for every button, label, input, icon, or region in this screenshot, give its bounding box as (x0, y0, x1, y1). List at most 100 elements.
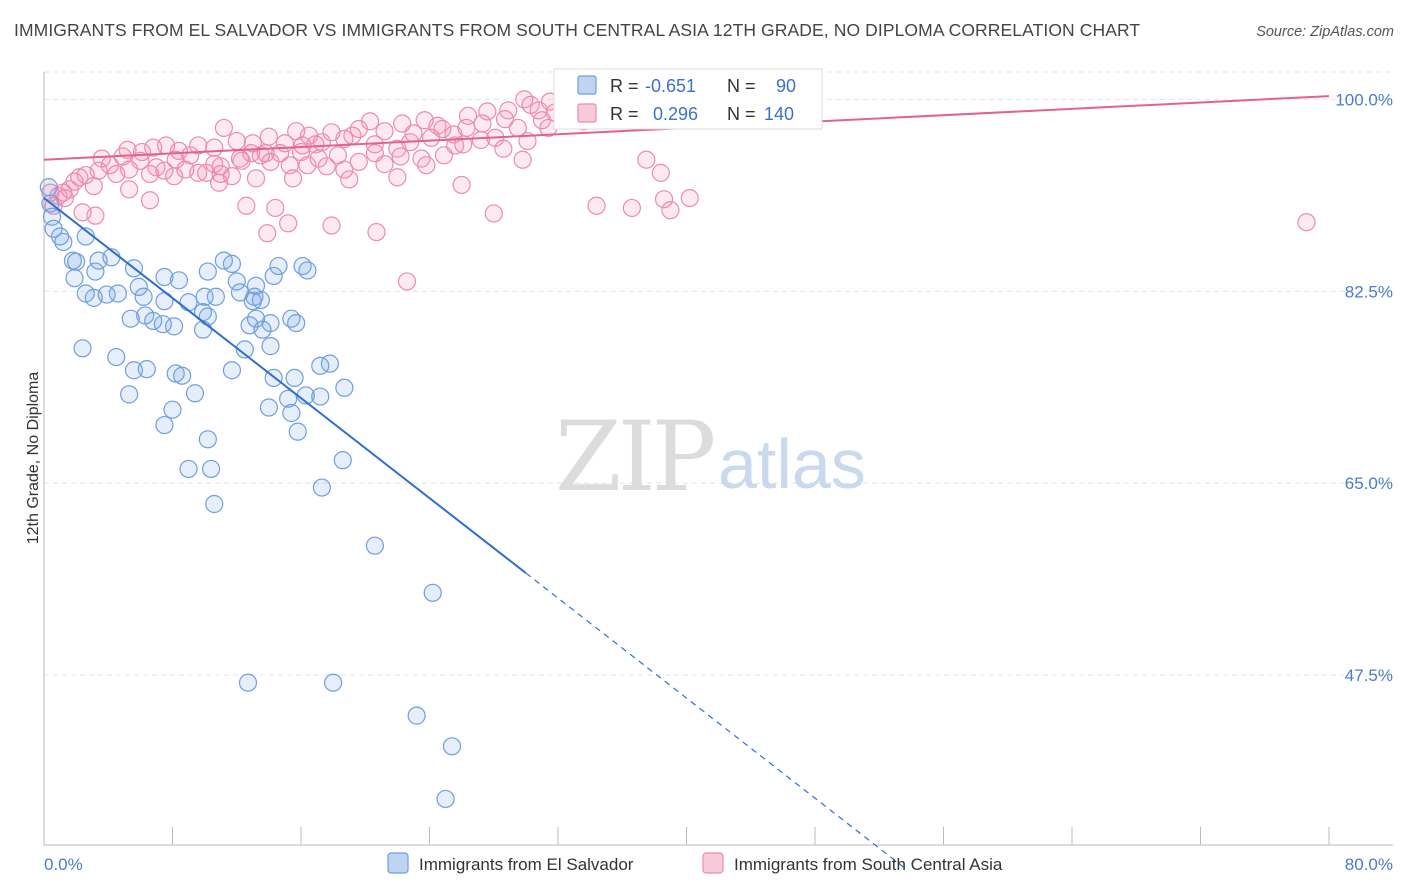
data-point-south-central-asia (214, 118, 233, 138)
data-point-south-central-asia (243, 134, 262, 153)
stats-swatch-blue (577, 75, 597, 95)
data-point-south-central-asia (258, 224, 277, 243)
data-point-south-central-asia (494, 139, 513, 158)
stats-box-frame (553, 68, 823, 130)
data-point-south-central-asia (140, 191, 160, 210)
data-point-el-salvador (120, 385, 139, 404)
data-point-south-central-asia (86, 206, 105, 225)
data-point-el-salvador (288, 422, 307, 441)
data-point-south-central-asia (495, 110, 515, 129)
stats-pink-n-value: 140 (764, 104, 794, 124)
data-point-el-salvador (279, 389, 298, 408)
data-point-south-central-asia (92, 149, 111, 168)
data-point-south-central-asia (189, 136, 208, 155)
data-point-south-central-asia (513, 150, 532, 169)
y-tick-label: 100.0% (1335, 90, 1393, 109)
data-point-el-salvador (205, 494, 224, 514)
data-point-el-salvador (50, 227, 70, 246)
data-point-south-central-asia (388, 168, 407, 187)
data-point-south-central-asia (340, 170, 359, 189)
data-point-el-salvador (54, 232, 73, 252)
data-point-el-salvador (298, 261, 317, 280)
data-point-el-salvador (285, 368, 304, 388)
watermark-zip: ZIP (555, 401, 714, 513)
legend-swatch-south-central-asia (702, 852, 724, 874)
data-point-south-central-asia (434, 146, 454, 165)
chart-title: IMMIGRANTS FROM EL SALVADOR VS IMMIGRANT… (14, 20, 1141, 40)
data-point-el-salvador (169, 271, 189, 290)
data-point-el-salvador (335, 378, 354, 397)
data-point-south-central-asia (397, 272, 417, 291)
source-credit: Source: ZipAtlas.com (1256, 24, 1394, 40)
data-point-el-salvador (227, 272, 246, 291)
data-point-el-salvador (423, 583, 442, 602)
data-point-el-salvador (201, 459, 221, 479)
legend-swatch-el-salvador (387, 852, 409, 874)
data-point-south-central-asia (391, 147, 410, 166)
data-point-el-salvador (86, 262, 105, 281)
stats-pink-r-label: R = (610, 104, 639, 124)
legend-label-el-salvador: Immigrants from El Salvador (419, 855, 634, 874)
data-point-el-salvador (134, 287, 153, 306)
data-point-el-salvador (243, 292, 262, 311)
x-tick-label-max: 80.0% (1345, 855, 1393, 874)
y-axis-label: 12th Grade, No Diploma (25, 372, 42, 545)
data-point-south-central-asia (654, 190, 674, 209)
data-point-south-central-asia (293, 136, 312, 155)
data-point-south-central-asia (349, 152, 368, 172)
data-point-south-central-asia (279, 214, 298, 233)
watermark-atlas: atlas (718, 425, 866, 503)
data-point-el-salvador (311, 387, 330, 406)
data-point-el-salvador (108, 284, 127, 303)
trend-line-el-salvador (43, 197, 527, 574)
data-point-el-salvador (129, 277, 148, 297)
data-point-el-salvador (333, 451, 352, 470)
legend-label-south-central-asia: Immigrants from South Central Asia (734, 855, 1003, 874)
data-point-el-salvador (67, 252, 86, 271)
axes (43, 72, 1393, 846)
data-point-el-salvador (324, 673, 343, 692)
y-tick-label: 47.5% (1345, 666, 1393, 685)
stats-blue-n-value: 90 (776, 76, 796, 96)
data-point-el-salvador (165, 317, 184, 336)
data-point-south-central-asia (1297, 213, 1316, 232)
data-point-el-salvador (39, 178, 58, 197)
legend: Immigrants from El Salvador Immigrants f… (387, 852, 1003, 874)
stats-swatch-pink (577, 103, 597, 123)
data-point-el-salvador (407, 706, 426, 725)
data-point-south-central-asia (335, 129, 354, 148)
data-point-el-salvador (282, 403, 301, 423)
data-point-south-central-asia (283, 169, 303, 188)
data-point-south-central-asia (132, 142, 152, 162)
data-point-el-salvador (206, 287, 225, 306)
data-point-south-central-asia (84, 176, 103, 196)
data-point-south-central-asia (452, 175, 471, 195)
stats-blue-r-value: -0.651 (645, 76, 696, 96)
watermark: ZIP atlas (555, 401, 866, 513)
data-point-south-central-asia (140, 164, 160, 184)
data-point-south-central-asia (637, 150, 656, 169)
y-tick-labels: 47.5% 65.0% 82.5% 100.0% (1335, 90, 1393, 685)
y-tick-label: 65.0% (1345, 474, 1393, 493)
data-point-el-salvador (185, 384, 205, 403)
data-point-el-salvador (155, 415, 174, 435)
data-point-south-central-asia (246, 169, 266, 188)
data-point-south-central-asia (232, 151, 251, 170)
trend-line-el-salvador-extension (525, 572, 904, 868)
data-point-el-salvador (73, 339, 92, 358)
data-point-el-salvador (65, 269, 84, 288)
data-point-el-salvador (179, 459, 198, 479)
data-point-south-central-asia (189, 163, 208, 182)
data-point-el-salvador (287, 313, 306, 333)
data-point-el-salvador (179, 293, 198, 312)
data-point-el-salvador (235, 340, 254, 359)
data-point-south-central-asia (256, 144, 275, 163)
data-point-south-central-asia (266, 198, 285, 218)
data-point-south-central-asia (478, 102, 497, 121)
data-point-el-salvador (259, 398, 278, 417)
data-point-el-salvador (198, 430, 217, 449)
data-point-south-central-asia (457, 118, 476, 138)
stats-box: R = -0.651 N = 90 R = 0.296 N = 140 (553, 68, 823, 130)
stats-blue-r-label: R = (610, 76, 639, 96)
data-point-el-salvador (365, 536, 384, 555)
